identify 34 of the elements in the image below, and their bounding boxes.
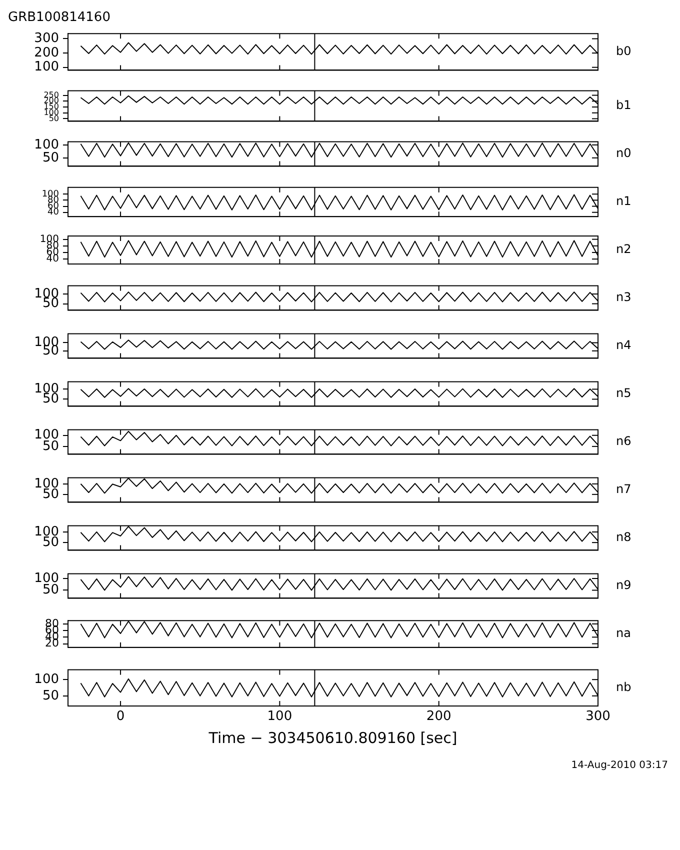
x-tick-label: 0 — [116, 709, 125, 724]
y-tick-label: 50 — [42, 582, 59, 598]
legend-label: n8 — [616, 530, 632, 544]
y-tick-label: 250 — [44, 90, 59, 100]
legend-label: n4 — [616, 338, 632, 352]
legend-label: n2 — [616, 242, 632, 256]
legend-label: b0 — [616, 44, 632, 58]
y-tick-label: 50 — [42, 438, 59, 454]
y-tick-label: 100 — [34, 60, 59, 75]
x-axis-title: Time − 303450610.809160 [sec] — [208, 728, 458, 747]
text: 14-Aug-2010 03:17 — [570, 760, 668, 771]
legend-label: b1 — [616, 98, 632, 112]
chart-title: GRB100814160 — [8, 10, 110, 26]
y-tick-label: 50 — [42, 688, 59, 704]
y-tick-label: 50 — [42, 150, 59, 166]
y-tick-label: 300 — [34, 31, 59, 46]
y-tick-label: 100 — [34, 137, 59, 152]
y-tick-label: 40 — [46, 254, 59, 265]
y-tick-label: 20 — [45, 636, 59, 650]
legend-label: n3 — [616, 290, 632, 304]
legend-label: nb — [616, 680, 632, 694]
x-tick-label: 100 — [267, 709, 292, 724]
y-tick-label: 100 — [34, 672, 59, 687]
legend-label: n7 — [616, 482, 632, 496]
x-tick-label: 300 — [586, 709, 610, 724]
legend-label: n9 — [616, 578, 632, 592]
legend-label: na — [616, 626, 631, 640]
legend-label: n0 — [616, 146, 632, 160]
y-tick-label: 40 — [48, 208, 60, 218]
legend-label: n5 — [616, 386, 632, 400]
y-tick-label: 200 — [34, 45, 59, 60]
legend-label: n1 — [616, 194, 632, 208]
legend-label: n6 — [616, 434, 632, 448]
x-tick-label: 200 — [426, 709, 452, 724]
